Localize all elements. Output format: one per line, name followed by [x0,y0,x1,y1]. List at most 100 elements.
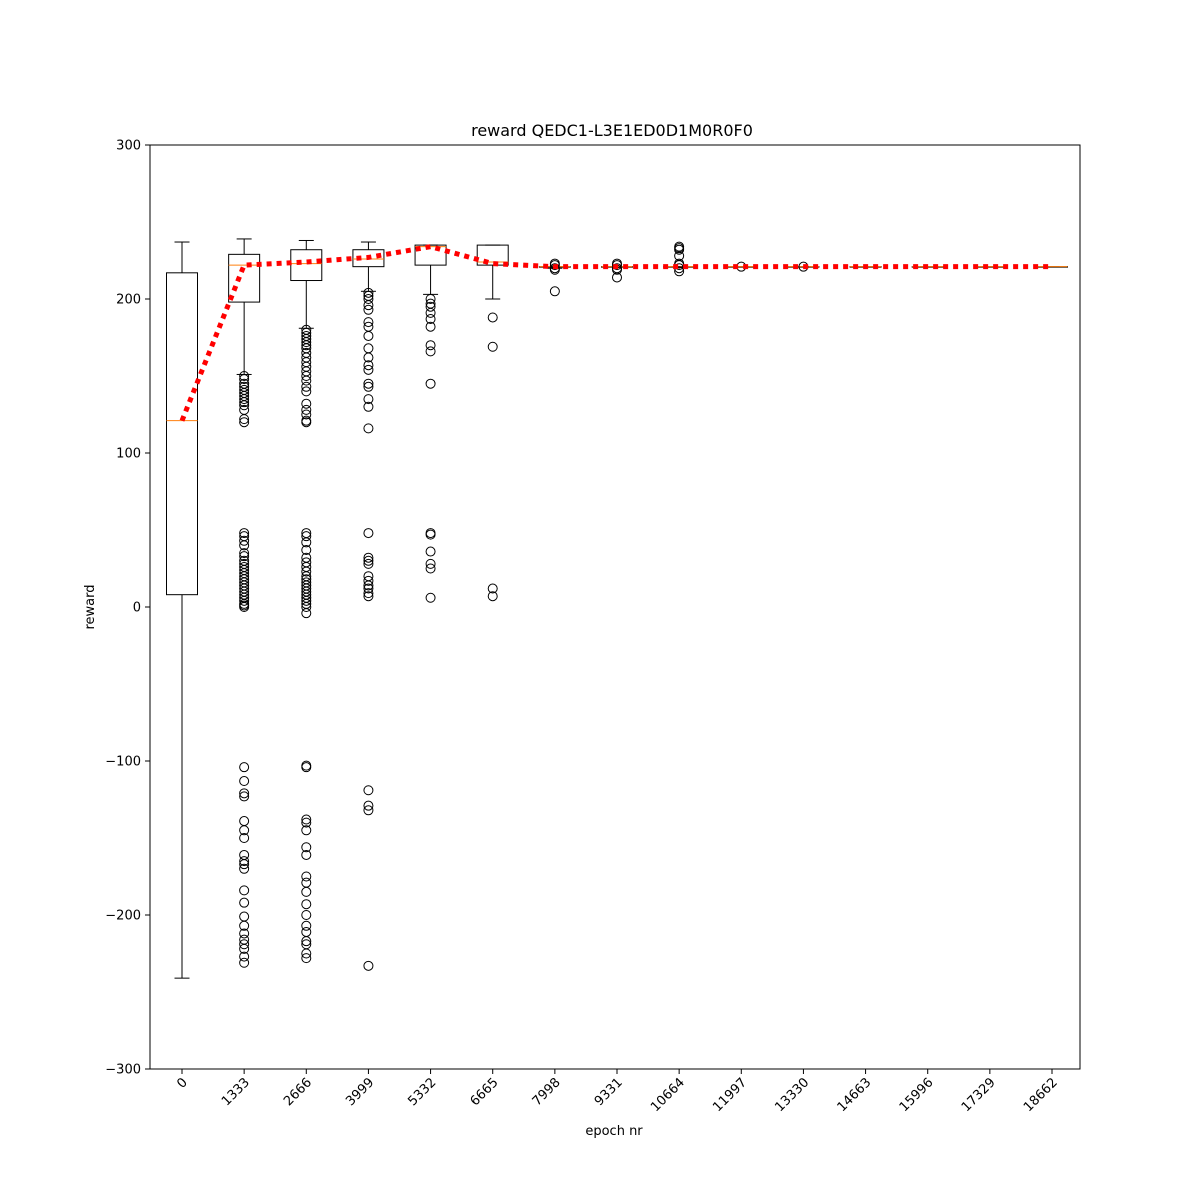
outlier-point [363,588,374,599]
outlier-point [487,312,498,323]
outlier-point [425,558,436,569]
outlier-point [301,566,312,577]
outlier-point [239,791,250,802]
outlier-point [363,401,374,412]
outlier-point [301,337,312,348]
outlier-point [239,371,250,381]
outlier-point [425,307,436,318]
y-axis-label: reward [83,584,98,629]
outlier-point [239,535,250,546]
outlier-point [301,398,312,409]
outlier-point [301,953,312,964]
outlier-point [363,330,374,341]
y-tick-label: −300 [105,1063,141,1078]
chart-title: reward QEDC1-L3E1ED0D1M0R0F0 [471,121,753,140]
x-tick-label: 3999 [343,1075,377,1109]
outlier-point [363,364,374,375]
boxplot-layer [166,238,1068,979]
outlier-point [301,545,312,556]
outlier-point [239,788,250,799]
outlier-point [301,948,312,959]
x-tick-label: 9331 [592,1075,626,1109]
outlier-point [301,386,312,397]
x-tick-label: 11997 [710,1075,750,1115]
outlier-point [301,817,312,828]
outlier-point [239,417,250,428]
outlier-point [301,340,312,351]
outlier-point [239,833,250,843]
outlier-point [239,400,250,411]
box [414,244,447,266]
outlier-point [363,591,374,602]
outlier-point [301,531,312,542]
outlier-point [239,528,250,539]
x-tick-label: 18662 [1021,1075,1061,1115]
outlier-point [425,592,436,603]
outlier-point [674,244,685,255]
outlier-point [239,856,250,867]
outlier-point [363,558,374,569]
outlier-point [363,343,374,354]
outlier-point [239,548,250,559]
box [228,253,261,303]
outlier-point [239,816,250,827]
outlier-point [239,885,250,896]
outlier-point [363,304,374,315]
outlier-point [301,608,312,619]
box [166,272,198,596]
outlier-point [301,404,312,415]
x-tick-label: 6665 [468,1075,502,1109]
box [476,244,509,266]
x-tick-label: 14663 [835,1075,875,1115]
outlier-point [239,920,250,931]
outlier-point [363,300,374,311]
outlier-point [239,859,250,870]
outlier-point [239,776,250,787]
box-group [725,261,758,272]
outlier-point [239,911,250,922]
x-tick-label: 7998 [530,1075,564,1109]
outlier-point [239,943,250,954]
plot-frame [149,144,1081,1070]
outlier-point [363,805,374,816]
outlier-point [425,546,436,557]
outlier-point [301,595,312,606]
outlier-point [363,528,374,539]
outlier-point [239,928,250,939]
outlier-point [363,381,374,392]
outlier-point [363,294,374,304]
outlier-point [301,814,312,825]
outlier-point [239,602,250,612]
outlier-point [363,785,374,796]
outlier-point [363,555,374,566]
outlier-point [301,910,312,920]
box-group [166,241,198,979]
outlier-point [363,580,374,591]
outlier-point [239,397,250,408]
x-tick-label: 13330 [772,1075,812,1115]
y-tick-label: −200 [105,909,141,924]
x-tick-label: 0 [174,1075,190,1091]
outlier-point [301,926,312,937]
y-tick-label: −100 [105,755,141,770]
outlier-point [239,957,250,968]
outlier-point [301,602,312,612]
mean-line-layer [179,244,1052,422]
box-group [352,241,385,971]
outlier-point [301,375,312,386]
outlier-point [301,886,312,897]
outlier-point [301,871,312,882]
x-tick-label: 17329 [959,1075,999,1115]
outlier-point [612,260,622,271]
outlier-point [363,583,374,594]
outlier-point [487,583,498,594]
outlier-point [425,301,436,312]
outlier-point [239,897,250,908]
outlier-point [425,314,436,325]
outlier-point [239,595,250,606]
outlier-point [301,849,312,860]
x-tick-label: 2666 [281,1075,315,1109]
outlier-point [425,563,436,574]
outlier-point [363,800,374,811]
